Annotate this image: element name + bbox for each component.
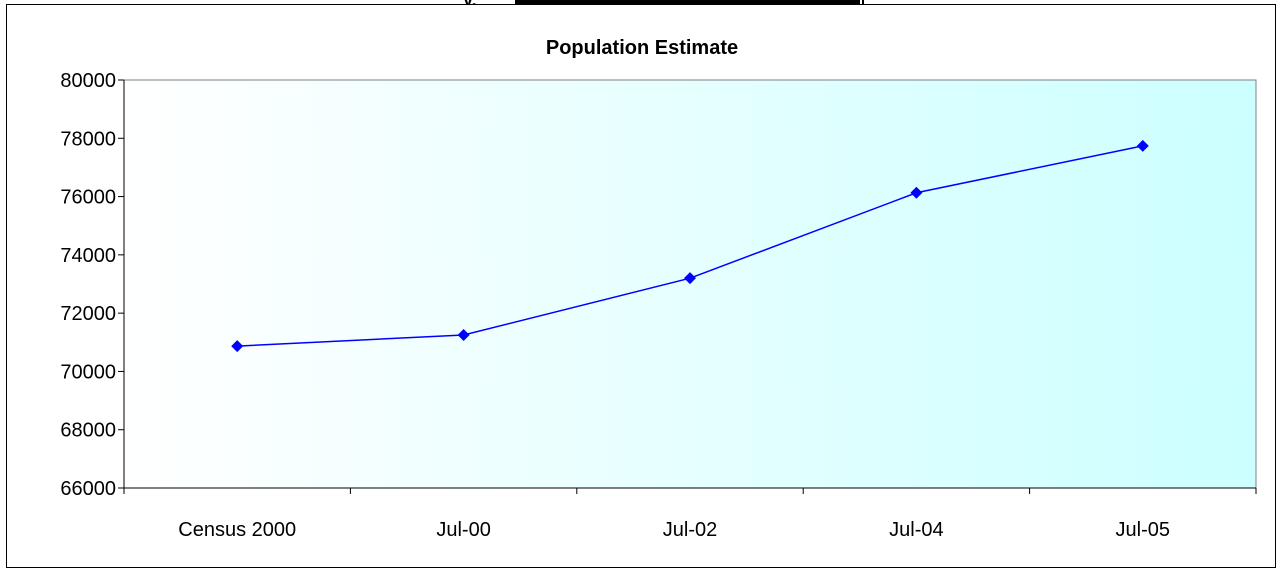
y-tick-label: 76000 — [60, 187, 116, 209]
cropped-header-graphic: y, — [463, 0, 864, 6]
redacted-block — [515, 0, 860, 4]
data-point — [684, 272, 696, 285]
cropped-header-text: y, — [463, 0, 477, 6]
data-point — [231, 340, 244, 353]
data-point — [457, 329, 470, 341]
data-point — [910, 186, 923, 199]
y-tick-label: 80000 — [60, 70, 116, 92]
axes — [118, 79, 1257, 494]
y-tick-label: 66000 — [60, 478, 116, 500]
data-point — [1136, 139, 1149, 152]
redacted-block-edge — [862, 0, 864, 6]
y-axis-labels: 66000 68000 70000 72000 74000 76000 78000 80000 — [60, 70, 116, 500]
series-group — [231, 139, 1149, 353]
x-tick-label: Jul-02 — [663, 519, 717, 541]
y-tick-label: 74000 — [60, 245, 116, 267]
cropped-header: y, — [0, 0, 1278, 6]
x-tick-label: Census 2000 — [178, 519, 296, 541]
x-tick-label: Jul-00 — [436, 519, 490, 541]
y-tick-label: 78000 — [60, 128, 116, 150]
y-tick-label: 72000 — [60, 303, 116, 325]
x-tick-label: Jul-04 — [889, 519, 943, 541]
y-tick-label: 68000 — [60, 420, 116, 442]
y-tick-label: 70000 — [60, 361, 116, 383]
x-axis-labels: Census 2000 Jul-00 Jul-02 Jul-04 Jul-05 — [178, 519, 1170, 541]
x-tick-label: Jul-05 — [1116, 519, 1170, 541]
chart-title: Population Estimate — [546, 37, 738, 59]
